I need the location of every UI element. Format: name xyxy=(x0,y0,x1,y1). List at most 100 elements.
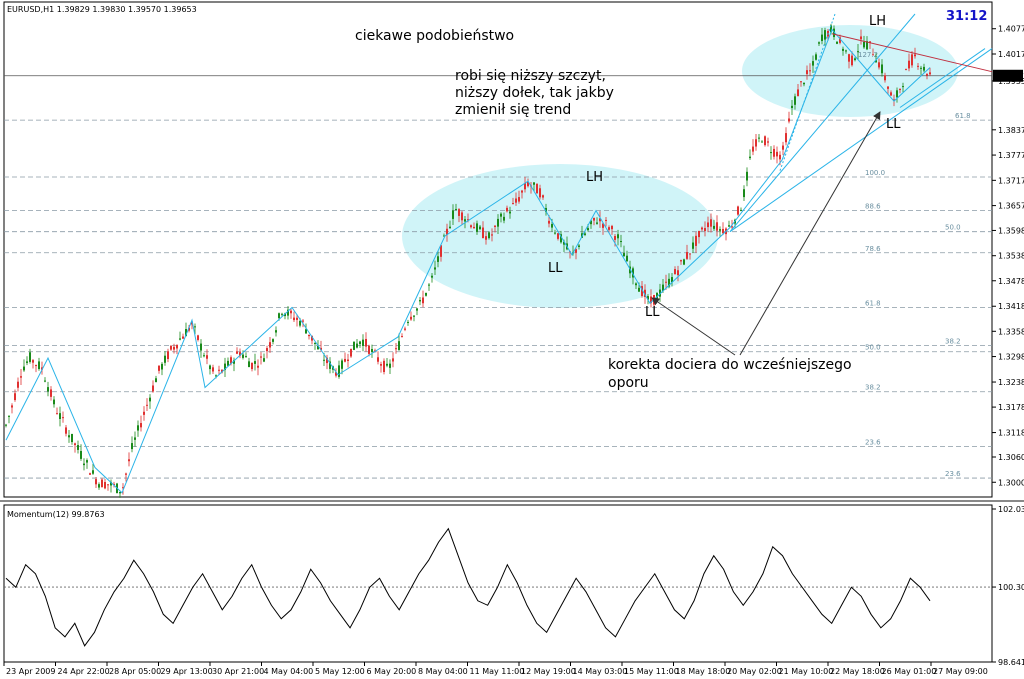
candle-body xyxy=(632,268,634,278)
candle-body xyxy=(209,365,211,370)
candle-body xyxy=(125,473,127,475)
candle-body xyxy=(392,358,394,362)
y-tick-label: 1.36570 xyxy=(998,202,1024,211)
candle-body xyxy=(659,289,661,297)
support-line[interactable] xyxy=(899,48,986,108)
candle-body xyxy=(842,48,844,51)
fib-level-label: 23.6 xyxy=(945,470,961,478)
candle-body xyxy=(467,219,469,221)
candle-body xyxy=(545,207,547,212)
candle-body xyxy=(245,356,247,358)
candle-body xyxy=(173,346,175,350)
candle-body xyxy=(746,171,748,181)
x-tick-label: 24 Apr 22:00 xyxy=(58,667,110,676)
annotation-title-note: ciekawe podobieństwo xyxy=(355,28,514,44)
annotation-note-line2: niższy dołek, tak jakby xyxy=(455,85,614,101)
candle-body xyxy=(185,329,187,337)
candle-body xyxy=(665,281,667,283)
candle-body xyxy=(521,190,523,193)
x-tick-label: 29 Apr 13:00 xyxy=(161,667,213,676)
candle-body xyxy=(509,211,511,214)
channel-upper-line[interactable] xyxy=(729,13,916,233)
arrow-to-ll-right[interactable] xyxy=(739,111,881,356)
x-tick-label: 15 May 11:00 xyxy=(624,667,679,676)
candle-body xyxy=(755,139,757,147)
candle-body xyxy=(650,296,652,304)
candle-body xyxy=(131,443,133,450)
candle-body xyxy=(254,361,256,364)
candle-body xyxy=(635,283,637,286)
candle-body xyxy=(527,181,529,187)
red-trendline[interactable] xyxy=(831,33,993,73)
candle-body xyxy=(311,335,313,341)
candle-body xyxy=(587,228,589,231)
current-price-box xyxy=(993,69,1023,82)
candle-body xyxy=(347,359,349,361)
candle-body xyxy=(923,66,925,71)
candle-body xyxy=(551,224,553,228)
candle-body xyxy=(800,81,802,83)
candle-body xyxy=(158,365,160,371)
candle-body xyxy=(404,328,406,330)
candle-body xyxy=(362,339,364,346)
candle-body xyxy=(167,351,169,360)
candle-body xyxy=(191,321,193,325)
candle-body xyxy=(242,354,244,358)
candle-body xyxy=(863,42,865,48)
channel-lower-line[interactable] xyxy=(729,48,993,233)
candle-body xyxy=(623,253,625,257)
candle-body xyxy=(305,329,307,334)
candle-body xyxy=(908,60,910,69)
arrow-to-ll[interactable] xyxy=(651,297,736,356)
candle-body xyxy=(791,105,793,109)
candle-body xyxy=(599,218,601,222)
candle-body xyxy=(206,355,208,359)
current-price-label: 1.39653 xyxy=(995,72,1024,81)
candle-body xyxy=(341,360,343,369)
candle-body xyxy=(524,183,526,190)
x-tick-label: 22 May 18:00 xyxy=(830,667,885,676)
annotation-correction-line2: oporu xyxy=(608,375,649,391)
candle-body xyxy=(905,69,907,71)
candle-body xyxy=(893,99,895,102)
candle-body xyxy=(698,230,700,238)
momentum-line[interactable] xyxy=(5,527,931,647)
candle-body xyxy=(731,226,733,228)
candle-body xyxy=(443,235,445,237)
candle-body xyxy=(689,253,691,255)
candle-body xyxy=(857,51,859,53)
candle-body xyxy=(851,55,853,66)
candle-body xyxy=(674,269,676,275)
candle-body xyxy=(797,89,799,97)
x-tick-label: 11 May 11:00 xyxy=(470,667,525,676)
candle-body xyxy=(740,209,742,211)
y-tick-label: 1.40170 xyxy=(998,50,1024,59)
fib-level-label: 50.0 xyxy=(865,344,881,352)
x-tick-label: 18 May 18:00 xyxy=(676,667,731,676)
candle-body xyxy=(251,362,253,370)
candle-body xyxy=(677,270,679,276)
candle-body xyxy=(563,241,565,245)
candle-body xyxy=(11,405,13,408)
zigzag-line[interactable] xyxy=(5,28,931,494)
y-tick-label: 1.35980 xyxy=(998,226,1024,235)
candle-body xyxy=(695,235,697,246)
chart-header: EURUSD,H1 1.39829 1.39830 1.39570 1.3965… xyxy=(7,5,197,14)
candle-body xyxy=(536,184,538,194)
candle-body xyxy=(644,289,646,297)
candle-body xyxy=(278,313,280,319)
y-tick-label: 1.32380 xyxy=(998,378,1024,387)
y-tick-label: 1.37170 xyxy=(998,176,1024,185)
candle-body xyxy=(713,225,715,229)
candle-body xyxy=(5,424,7,426)
candle-body xyxy=(620,241,622,243)
candle-body xyxy=(386,363,388,366)
fib-level-label: 78.6 xyxy=(865,245,881,253)
x-tick-label: 4 May 04:00 xyxy=(264,667,314,676)
candle-body xyxy=(506,207,508,212)
candle-body xyxy=(680,260,682,262)
x-tick-label: 14 May 03:00 xyxy=(573,667,628,676)
candle-body xyxy=(770,152,772,154)
candle-body xyxy=(353,341,355,350)
